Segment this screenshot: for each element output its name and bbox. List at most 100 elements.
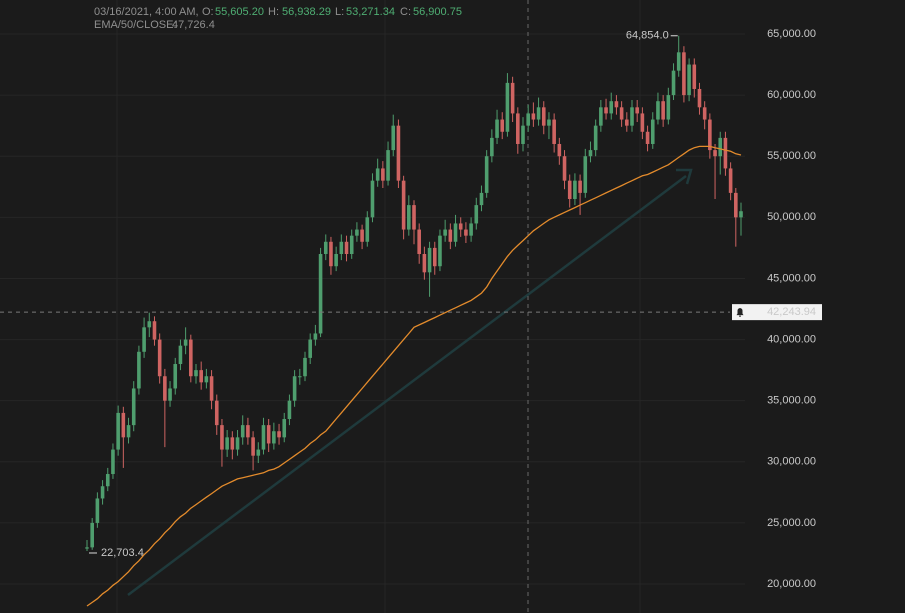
candle-body [272,431,276,444]
candle-body [375,168,380,181]
candle-body [490,137,494,157]
candle-body [391,125,396,151]
candle-body [464,229,468,236]
candle-body [552,119,556,144]
candle-body [723,137,728,169]
candle-body [682,52,686,96]
candle-body [645,131,650,144]
candle-body [194,370,198,377]
candle-body [329,241,333,267]
candle-body [500,119,505,132]
candle-body [95,498,100,523]
candle-body [157,339,162,377]
candle-body [422,254,427,273]
y-tick-label: 30,000.00 [767,456,816,468]
candle-body [453,223,458,242]
candle-body [261,425,266,450]
y-tick-label: 55,000.00 [767,150,816,162]
candle-body [609,101,614,114]
candle-body [225,437,229,450]
candle-body [567,180,572,199]
candle-body [313,333,318,340]
y-tick-label: 40,000.00 [767,333,816,345]
header-close: 56,900.75 [413,6,462,18]
candle-body [137,351,141,389]
candle-body [407,205,411,230]
candle-body [381,168,385,181]
candle-body [630,107,634,126]
candle-body [588,150,593,157]
candle-body [578,180,582,193]
candle-body [728,168,733,193]
y-tick-label: 65,000.00 [767,28,816,40]
plot [85,35,743,607]
candle-body [168,388,172,401]
candle-body [599,107,603,126]
candle-body [131,388,136,426]
candle-body [334,254,338,267]
candle-body [650,119,655,144]
candle-body [298,376,302,378]
candle-body [666,95,671,120]
candle-body [189,339,193,377]
trend-arrow [127,175,687,596]
candle-body [505,82,510,132]
candle-body [469,223,473,236]
min-marker-label: 22,703.4 [101,547,144,559]
candle-body [708,119,712,151]
candle-body [541,107,546,126]
candle-body [204,376,209,383]
candle-body [220,425,224,450]
candle-body [209,376,214,401]
candle-body [697,88,702,108]
candle-body [214,400,219,426]
candle-body [557,143,562,157]
candle-body [246,425,250,438]
candle-body [417,229,421,255]
candle-body [266,425,271,444]
candle-body [308,339,312,358]
candle-body [656,101,660,120]
candle-body [562,156,567,181]
candle-body [100,486,105,499]
y-tick-label: 60,000.00 [767,89,816,101]
bell-icon [736,308,744,317]
candle-body [614,101,619,108]
header-ema: 47,726.4 [172,19,215,31]
header-low-label: L: [335,6,344,18]
candle-body [90,522,94,548]
ema-line [86,145,742,607]
candle-body [479,192,484,206]
header-high: 56,938.29 [282,6,331,18]
candle-body [147,321,152,328]
candle-body [401,180,406,230]
header-datetime: 03/16/2021, 4:00 AM, [94,6,199,18]
candle-body [526,113,530,126]
candle-body [521,125,525,144]
candle-body [687,64,691,96]
header-low: 53,271.34 [346,6,395,18]
candle-body [692,64,697,89]
candle-body [619,107,624,120]
candle-body [448,229,453,242]
candle-body [604,107,608,114]
candle-body [531,113,536,120]
candle-body [339,241,344,255]
header: 03/16/2021, 4:00 AM, O: 55,605.20 H: 56,… [94,6,462,31]
candle-body [163,376,167,401]
candle-body [739,211,743,218]
candle-body [349,235,354,255]
candle-body [292,376,297,401]
y-tick-label: 50,000.00 [767,211,816,223]
header-close-label: C: [400,6,411,18]
candle-body [640,113,645,132]
candle-body [251,437,255,456]
candle-body [671,70,676,96]
candle-body [458,223,463,230]
candle-body [178,345,183,365]
candle-body [547,119,551,126]
candle-body [344,241,349,255]
header-open: 55,605.20 [215,6,264,18]
